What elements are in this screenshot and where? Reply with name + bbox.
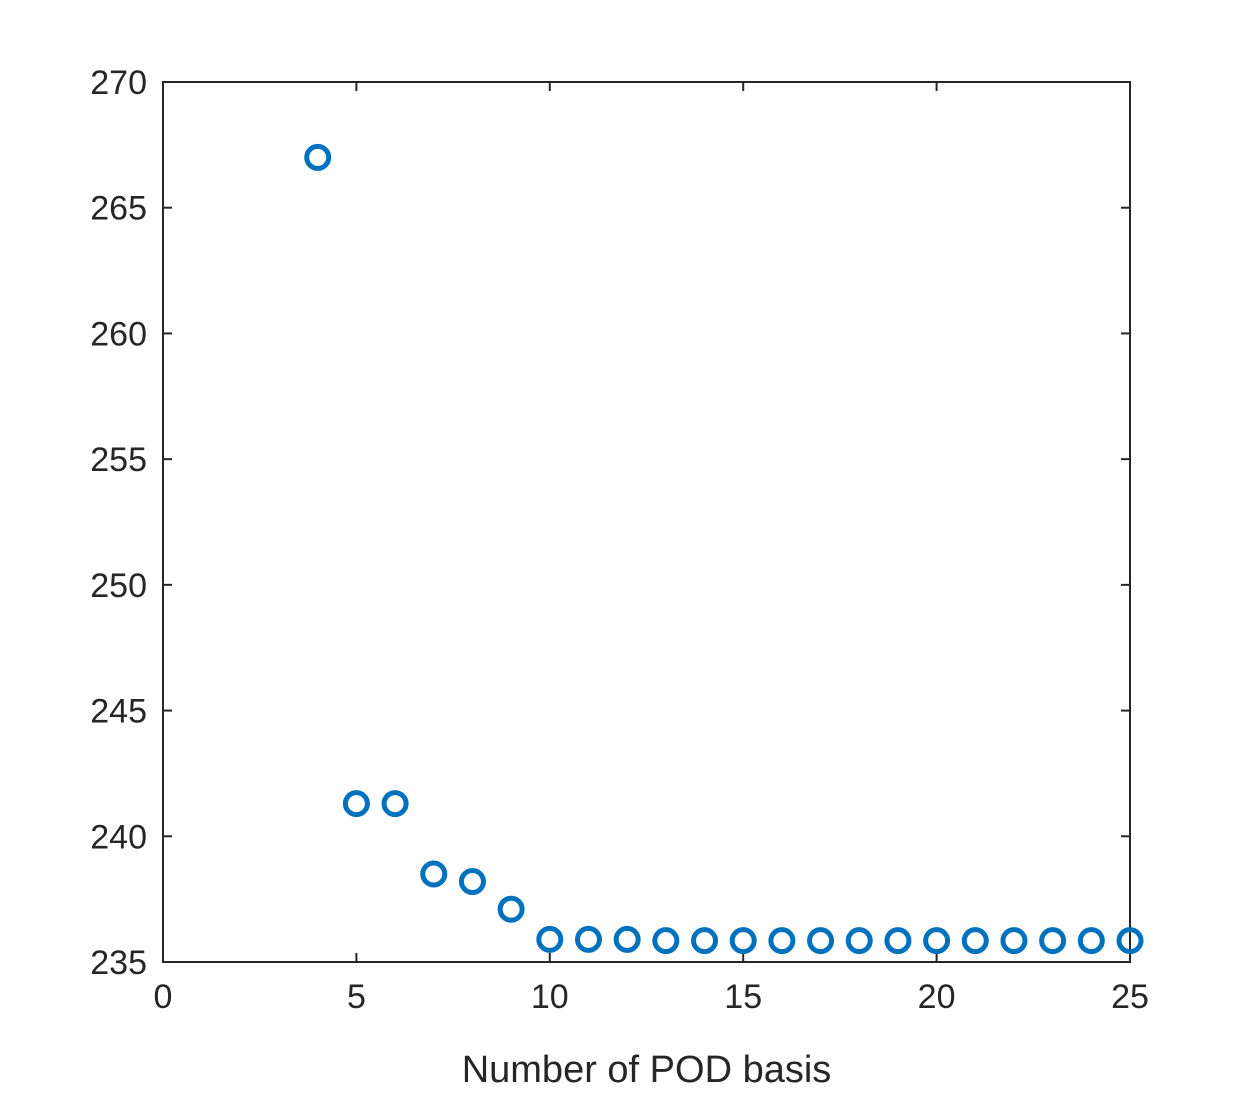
x-tick-labels: 0 5 10 15 20 25 <box>154 978 1149 1016</box>
data-point <box>381 790 409 818</box>
data-point <box>691 927 719 955</box>
data-point <box>1000 927 1028 955</box>
data-point <box>729 927 757 955</box>
data-point <box>1077 927 1105 955</box>
data-point <box>536 925 564 953</box>
x-tick-label: 5 <box>347 978 366 1016</box>
data-point <box>458 868 486 896</box>
data-point <box>1116 927 1144 955</box>
x-tick-label: 0 <box>154 978 173 1016</box>
data-points <box>304 143 1144 955</box>
data-point <box>497 895 525 923</box>
data-point <box>574 925 602 953</box>
y-tick-label: 255 <box>90 441 147 479</box>
axis-ticks <box>162 81 1131 963</box>
plot-area <box>162 81 1131 963</box>
y-tick-label: 265 <box>90 190 147 228</box>
data-point <box>807 927 835 955</box>
data-point <box>304 143 332 171</box>
data-point <box>845 927 873 955</box>
data-point <box>884 927 912 955</box>
x-tick-label: 25 <box>1111 978 1149 1016</box>
data-point <box>961 927 989 955</box>
x-tick-label: 10 <box>531 978 569 1016</box>
y-tick-label: 260 <box>90 315 147 353</box>
y-tick-label: 250 <box>90 567 147 605</box>
x-tick-label: 20 <box>918 978 956 1016</box>
data-point <box>420 860 448 888</box>
y-tick-labels: 235 240 245 250 255 260 265 270 <box>90 64 147 982</box>
y-tick-label: 270 <box>90 64 147 102</box>
data-point <box>1039 927 1067 955</box>
data-point <box>923 927 951 955</box>
data-point <box>342 790 370 818</box>
data-point <box>768 927 796 955</box>
x-axis-title: Number of POD basis <box>462 1049 832 1091</box>
data-point <box>613 925 641 953</box>
y-tick-label: 245 <box>90 693 147 731</box>
y-tick-label: 240 <box>90 818 147 856</box>
x-tick-label: 15 <box>724 978 762 1016</box>
data-point <box>652 927 680 955</box>
y-tick-label: 235 <box>90 944 147 982</box>
